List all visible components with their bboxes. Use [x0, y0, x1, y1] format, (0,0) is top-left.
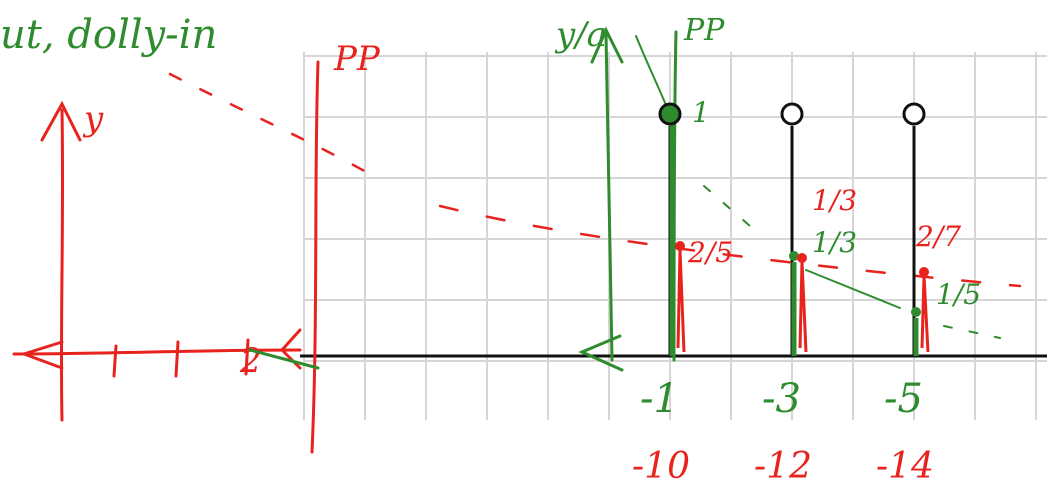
green-dashed-hint — [703, 185, 1001, 339]
open-sample-marker — [780, 102, 804, 126]
green-axis-label: -1 — [640, 376, 679, 422]
green-coordinate-sketch — [248, 26, 1001, 372]
red-value-label: 2/5 — [687, 236, 733, 269]
red-stem-marker — [919, 267, 929, 277]
red-y-axis-label: y — [82, 99, 104, 139]
red-camera-eye — [19, 340, 64, 370]
green-axis-label: -5 — [884, 376, 923, 422]
red-picture-plane — [310, 60, 320, 454]
green-y-axis — [604, 32, 614, 362]
green-value-label: 1/5 — [936, 278, 981, 311]
green-axis-label: -3 — [762, 376, 801, 422]
red-coordinate-sketch — [12, 60, 1022, 454]
green-projection-line-2 — [805, 269, 901, 309]
red-x-ticks — [112, 338, 250, 378]
header-text: ut, dolly-in — [0, 12, 217, 58]
red-y-arrowhead — [40, 100, 82, 142]
red-axis-tick-label: 2 — [239, 341, 262, 381]
red-axis-label: -14 — [876, 446, 934, 487]
green-stem-marker — [789, 251, 799, 261]
green-y-axis-label: y/a — [554, 15, 607, 55]
red-x-axis — [12, 348, 302, 356]
green-value-label: 1 — [692, 96, 710, 129]
red-axis-label: -10 — [632, 446, 690, 487]
green-camera-eye — [578, 334, 624, 372]
red-y-axis — [59, 108, 65, 422]
red-stem-marker — [797, 253, 807, 263]
red-stem-marker — [675, 241, 685, 251]
red-axis-label: -12 — [754, 446, 812, 487]
open-sample-marker — [902, 102, 926, 126]
red-value-label: 1/3 — [812, 184, 857, 217]
red-picture-plane-label: PP — [333, 39, 381, 79]
green-y-arrowhead — [590, 26, 624, 64]
filled-sample-marker — [658, 102, 682, 126]
green-stem-marker — [911, 307, 921, 317]
red-stem — [920, 275, 930, 353]
red-dashed-projection-1 — [168, 72, 382, 182]
red-stem — [798, 261, 808, 353]
red-value-label: 2/7 — [915, 220, 961, 253]
red-stem — [676, 249, 686, 353]
green-value-label: 1/3 — [812, 226, 857, 259]
green-x-tick — [248, 348, 320, 370]
sample-stems: 1 2/5 -1 -10 1/3 1/3 -3 -12 1/5 2/7 -5 -14 — [632, 96, 981, 487]
green-picture-plane-label: PP — [683, 13, 725, 48]
green-projection-line-1 — [635, 35, 669, 111]
